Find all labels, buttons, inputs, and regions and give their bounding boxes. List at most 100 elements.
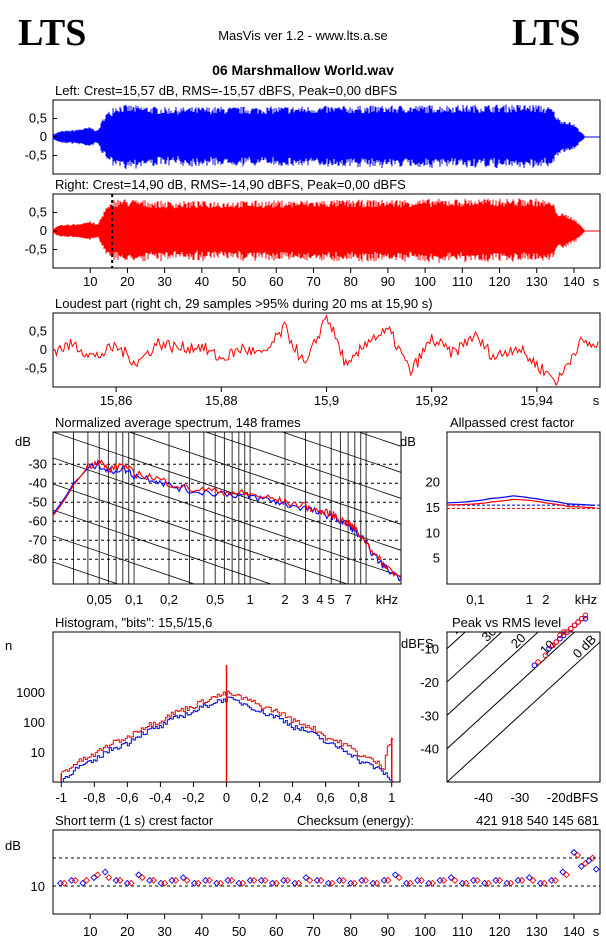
shortterm-point-left: [414, 876, 422, 884]
right-waveform-xtick-label: 80: [343, 274, 357, 289]
shortterm-point-left: [336, 876, 343, 884]
spectrum-xtick-label: 0,2: [160, 592, 178, 607]
right-waveform-xtick-label: 70: [306, 274, 320, 289]
pvr-point-right: [575, 619, 581, 625]
spectrum-xtick-label: 5: [328, 592, 335, 607]
shortterm-xtick-label: 40: [195, 924, 209, 939]
shortterm-point-left: [246, 876, 254, 884]
shortterm-point-right: [71, 876, 79, 884]
allpass-xtick-label: 2: [542, 592, 549, 607]
shortterm-xtick-label: 20: [120, 924, 134, 939]
shortterm-xtick-label: 70: [306, 924, 320, 939]
shortterm-point-left: [481, 879, 489, 887]
right-waveform-xtick-label: 90: [381, 274, 395, 289]
shortterm-point-left: [391, 871, 399, 879]
pvr-crest-diagonal: [447, 632, 539, 717]
shortterm-point-left: [403, 879, 410, 887]
right-waveform-xtick-label: 10: [83, 274, 97, 289]
right-waveform-ytick-label: 0: [40, 223, 47, 238]
pvr-crest-diagonal: [447, 641, 600, 782]
shortterm-point-left: [492, 876, 500, 884]
spectrum-diagonal: [53, 535, 196, 584]
pvr-ytick-label: -40: [420, 742, 439, 757]
shortterm-point-right: [574, 851, 582, 859]
shortterm-point-right: [94, 871, 102, 879]
pvr-ylabel: dBFS: [401, 636, 434, 651]
histogram-series-right: [61, 690, 394, 773]
right-waveform-xtick-label: 20: [120, 274, 134, 289]
shortterm-point-right: [194, 879, 202, 887]
right-waveform-ytick-label: -0,5: [25, 242, 47, 257]
allpass-series-right: [446, 498, 595, 509]
shortterm-point-right: [589, 854, 597, 862]
loudest-xtick-label: 15,9: [314, 393, 339, 408]
allpass-panel-title: Allpassed crest factor: [450, 415, 575, 430]
histogram-xtick-label: -0,4: [149, 790, 171, 805]
right-waveform-xtick-label: 100: [414, 274, 436, 289]
shortterm-point-left: [358, 876, 366, 884]
app-title: MasVis ver 1.2 - www.lts.a.se: [218, 28, 388, 43]
shortterm-point-right: [228, 876, 236, 884]
shortterm-point-right: [373, 879, 381, 887]
shortterm-point-left: [592, 865, 600, 873]
histogram-xtick-label: 0,8: [350, 790, 368, 805]
allpass-ylabel: dB: [400, 434, 416, 449]
right-waveform-xtick-label: 40: [195, 274, 209, 289]
shortterm-point-left: [280, 876, 288, 884]
spectrum-ytick-label: -50: [28, 494, 47, 509]
shortterm-point-right: [581, 860, 589, 868]
spectrum-diagonal: [128, 432, 401, 525]
shortterm-xtick-label: 90: [381, 924, 395, 939]
shortterm-point-right: [272, 879, 280, 887]
shortterm-point-right: [350, 879, 358, 887]
shortterm-xtick-label: 110: [452, 924, 473, 939]
histogram-ylabel: n: [5, 638, 12, 653]
shortterm-point-right: [551, 876, 559, 884]
allpass-ytick-label: 10: [426, 525, 440, 540]
pvr-point-right: [535, 659, 541, 665]
histogram-xtick-label: 1: [388, 790, 395, 805]
shortterm-point-left: [470, 876, 477, 884]
right-waveform-ytick-label: 0,5: [29, 205, 47, 220]
shortterm-point-left: [570, 848, 578, 856]
allpass-ytick-label: 15: [426, 500, 440, 515]
right-panel-title: Right: Crest=14,90 dB, RMS=-14,90 dBFS, …: [55, 177, 406, 192]
shortterm-xtick-label: 140: [563, 924, 585, 939]
shortterm-point-left: [168, 876, 176, 884]
pvr-point-left: [546, 645, 552, 652]
pvr-crest-diagonal: [447, 632, 576, 750]
spectrum-diagonal: [53, 276, 401, 394]
shortterm-point-right: [473, 876, 481, 884]
shortterm-point-left: [302, 874, 310, 882]
spectrum-xtick-label: 1: [246, 592, 253, 607]
loudest-ytick-label: 0: [40, 342, 47, 357]
shortterm-point-left: [458, 879, 466, 887]
pvr-xtick-label: -40: [474, 790, 493, 805]
shortterm-point-right: [295, 879, 303, 887]
loudest-series-line: [52, 314, 599, 387]
shortterm-point-left: [257, 876, 265, 884]
histogram-xtick-label: 0: [223, 790, 230, 805]
spectrum-ytick-label: -30: [28, 456, 47, 471]
shortterm-point-right: [518, 876, 526, 884]
pvr-ytick-label: -20: [420, 675, 439, 690]
histogram-ytick-label: 1000: [16, 685, 45, 700]
spectrum-diagonal: [53, 457, 401, 577]
shortterm-ylabel: dB: [5, 838, 21, 853]
pvr-point-right: [553, 639, 560, 645]
spectrum-series-right: [52, 458, 402, 579]
shortterm-point-right: [406, 879, 414, 887]
pvr-ytick-label: -30: [420, 708, 439, 723]
logo-right: LTS: [512, 12, 580, 54]
shortterm-xtick-label: 30: [157, 924, 171, 939]
pvr-point-right: [568, 625, 574, 632]
shortterm-point-right: [429, 879, 437, 887]
shortterm-xtick-label: 10: [83, 924, 97, 939]
file-name: 06 Marshmallow World.wav: [212, 62, 394, 78]
shortterm-point-left: [269, 879, 277, 887]
shortterm-point-left: [559, 868, 567, 876]
shortterm-point-left: [56, 879, 64, 887]
pvr-point-right: [564, 629, 571, 635]
allpass-ytick-label: 5: [433, 551, 440, 566]
